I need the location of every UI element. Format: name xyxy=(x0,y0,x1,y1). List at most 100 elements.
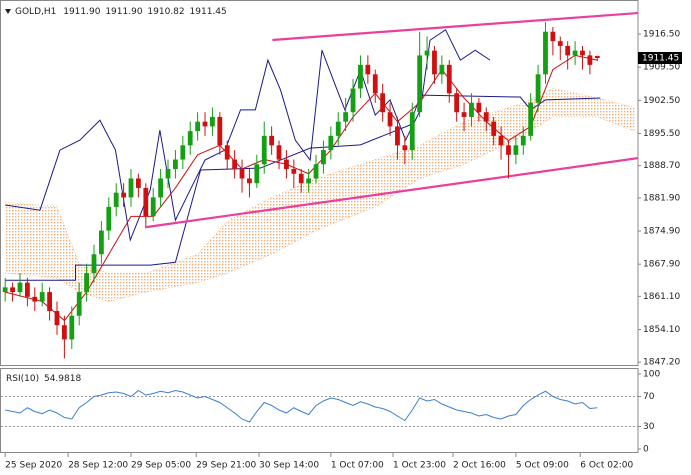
candle-body xyxy=(557,41,563,46)
candle-body xyxy=(565,45,571,56)
candle-body xyxy=(39,292,45,302)
indicator-line xyxy=(5,29,491,242)
y-tick-label: 1854.10 xyxy=(643,325,680,335)
y-tick-label: 1888.70 xyxy=(643,161,680,171)
candle-body xyxy=(121,192,127,198)
candle-body xyxy=(432,50,437,75)
candle-body xyxy=(17,282,23,293)
candle-body xyxy=(195,121,201,132)
x-tick-label: 1 Oct 07:00 xyxy=(331,461,384,471)
candle-body xyxy=(343,112,349,122)
x-tick-label: 25 Sep 2020 xyxy=(5,461,62,471)
rsi-frame xyxy=(0,368,639,453)
y-tick-label: 1909.50 xyxy=(643,63,680,73)
candle-body xyxy=(150,197,156,217)
candle-body xyxy=(187,131,193,146)
candle-body xyxy=(54,311,60,326)
rsi-tick-label: 100 xyxy=(643,370,660,380)
x-tick-label: 29 Sep 05:00 xyxy=(131,461,191,471)
candle-body xyxy=(409,112,415,151)
candle-body xyxy=(535,74,541,103)
candle-body xyxy=(513,145,519,155)
candle-body xyxy=(461,112,467,117)
candle-body xyxy=(587,55,593,65)
candle-body xyxy=(306,178,312,184)
rsi-header: RSI(10) 54.9818 xyxy=(6,374,81,384)
candle-body xyxy=(395,126,400,146)
trend-line xyxy=(144,157,639,229)
candle-body xyxy=(506,145,511,155)
candle-body xyxy=(387,112,393,127)
candle-body xyxy=(276,145,282,160)
candle-body xyxy=(469,102,474,117)
candle-body xyxy=(143,187,149,217)
candle-body xyxy=(217,116,223,146)
candle-body xyxy=(380,93,386,113)
candle-body xyxy=(2,287,8,293)
y-tick-label: 1874.90 xyxy=(643,227,680,237)
candle-body xyxy=(202,121,208,127)
symbol: GOLD,H1 xyxy=(15,7,56,17)
quote-open: 1911.90 xyxy=(63,7,100,17)
candle-body xyxy=(232,159,238,170)
candle-body xyxy=(76,292,82,316)
candle-body xyxy=(284,159,289,170)
x-tick-label: 5 Oct 09:00 xyxy=(516,461,569,471)
candle-body xyxy=(476,102,482,113)
candle-body xyxy=(113,192,119,207)
candle-body xyxy=(224,145,230,160)
cloud-edge xyxy=(5,116,635,302)
candle-body xyxy=(520,135,526,146)
candle-body xyxy=(372,74,378,94)
candle-body xyxy=(32,296,38,302)
candle-body xyxy=(84,273,89,293)
candle-body xyxy=(358,64,363,89)
candle-body xyxy=(128,178,134,198)
y-tick-label: 1847.20 xyxy=(643,358,680,368)
candle-body xyxy=(239,169,245,179)
candle-body xyxy=(528,102,534,136)
candle-body xyxy=(69,315,75,340)
x-tick-label: 29 Sep 21:00 xyxy=(196,461,256,471)
rsi-value: 54.9818 xyxy=(44,374,81,384)
candle-body xyxy=(269,135,275,146)
candle-body xyxy=(402,145,408,151)
candle-body xyxy=(180,145,186,160)
candle-body xyxy=(594,55,600,58)
quote-close: 1911.45 xyxy=(190,7,227,17)
candle-body xyxy=(424,50,430,56)
candle-body xyxy=(580,50,585,56)
candle-body xyxy=(498,135,504,146)
candle-body xyxy=(298,173,304,184)
candle-body xyxy=(165,169,171,179)
candle-body xyxy=(417,55,423,113)
y-tick-label: 1916.50 xyxy=(643,30,680,40)
candle-body xyxy=(313,164,319,179)
rsi-line xyxy=(5,389,598,423)
candle-body xyxy=(321,150,326,165)
rsi-tick-label: 70 xyxy=(643,392,655,402)
header: GOLD,H1 1911.90 1911.90 1910.82 1911.45 xyxy=(15,7,227,17)
x-tick-label: 1 Oct 23:00 xyxy=(393,461,446,471)
candle-body xyxy=(291,169,297,174)
candle-body xyxy=(328,135,334,151)
cloud-area xyxy=(5,88,635,302)
candle-body xyxy=(98,230,104,255)
quote-high: 1911.90 xyxy=(105,7,142,17)
rsi-label: RSI(10) xyxy=(6,374,39,384)
y-tick-label: 1881.90 xyxy=(643,193,680,203)
candle-body xyxy=(210,116,215,127)
indicator-line xyxy=(5,94,601,281)
x-tick-label: 6 Oct 02:00 xyxy=(580,461,633,471)
menu-arrow[interactable] xyxy=(5,9,11,14)
y-tick-label: 1867.90 xyxy=(643,260,680,270)
candle-body xyxy=(350,88,356,113)
candle-body xyxy=(365,64,371,75)
candle-body xyxy=(136,178,141,188)
candle-body xyxy=(254,164,260,184)
candle-body xyxy=(106,206,112,231)
candle-body xyxy=(24,282,30,297)
candle-body xyxy=(261,135,267,165)
candle-body xyxy=(572,50,578,56)
